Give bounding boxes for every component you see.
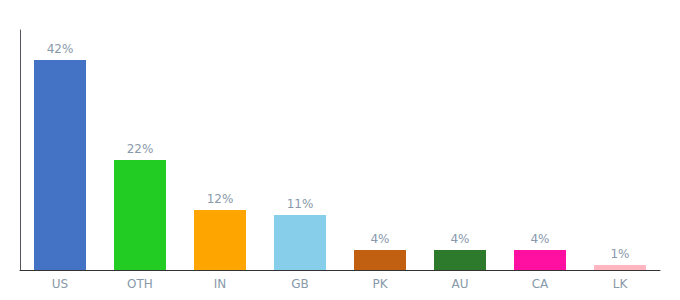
svg-text:PK: PK <box>372 277 388 291</box>
svg-text:IN: IN <box>214 277 227 291</box>
svg-text:4%: 4% <box>370 232 389 246</box>
svg-text:4%: 4% <box>530 232 549 246</box>
svg-text:11%: 11% <box>287 197 314 211</box>
svg-text:LK: LK <box>613 277 629 291</box>
svg-text:22%: 22% <box>127 142 154 156</box>
svg-text:CA: CA <box>532 277 549 291</box>
svg-text:AU: AU <box>452 277 469 291</box>
svg-text:GB: GB <box>291 277 309 291</box>
svg-text:12%: 12% <box>207 192 234 206</box>
svg-text:OTH: OTH <box>127 277 153 291</box>
svg-text:4%: 4% <box>450 232 469 246</box>
svg-text:42%: 42% <box>47 42 74 56</box>
svg-text:US: US <box>52 277 68 291</box>
svg-text:1%: 1% <box>610 247 629 261</box>
